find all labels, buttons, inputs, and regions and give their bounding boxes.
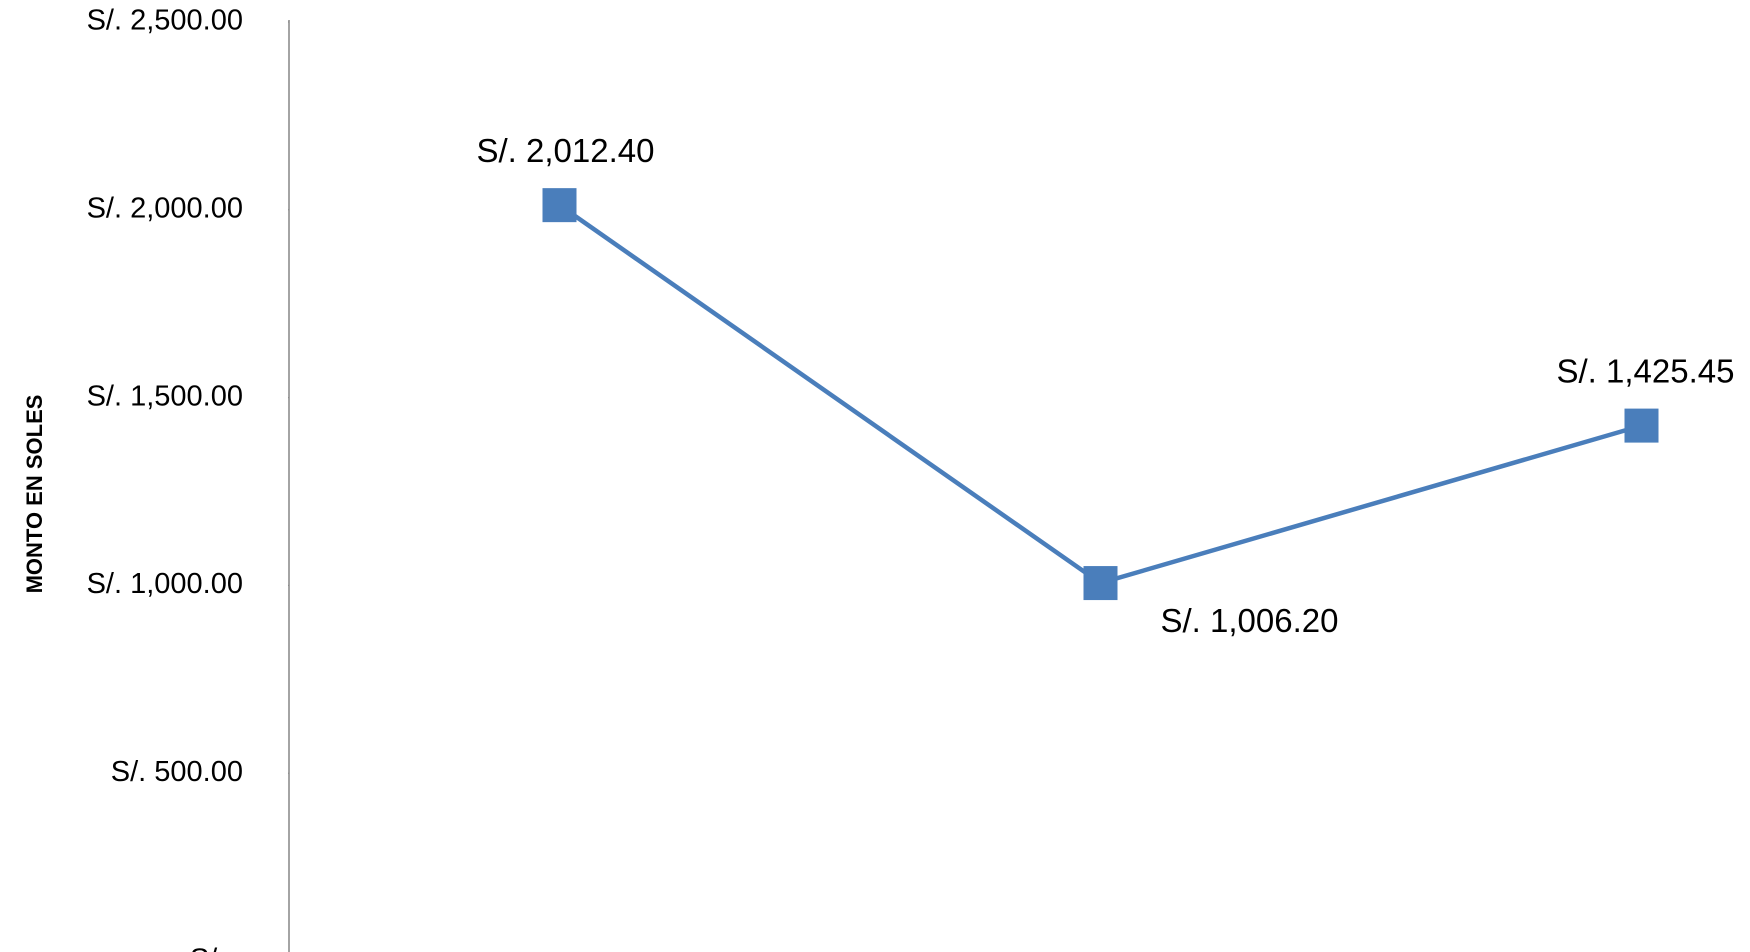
series-line <box>558 203 1643 586</box>
data-label: S/. 2,012.40 <box>477 132 655 169</box>
y-tick-label: S/. 2,500.00 <box>87 5 243 37</box>
y-tick-label: S/. 2,000.00 <box>87 192 243 224</box>
marker <box>542 188 577 223</box>
data-label: S/. 1,006.20 <box>1161 602 1339 639</box>
y-axis-title: MONTO EN SOLES <box>22 395 47 594</box>
y-tick-label: S/. 1,500.00 <box>87 380 243 412</box>
y-tick-label: S/. - <box>190 944 243 952</box>
marker <box>1083 566 1118 601</box>
y-tick-label: S/. 500.00 <box>111 756 243 788</box>
y-tick-label: S/. 1,000.00 <box>87 568 243 600</box>
marker <box>1624 408 1659 443</box>
data-label: S/. 1,425.45 <box>1557 352 1735 389</box>
